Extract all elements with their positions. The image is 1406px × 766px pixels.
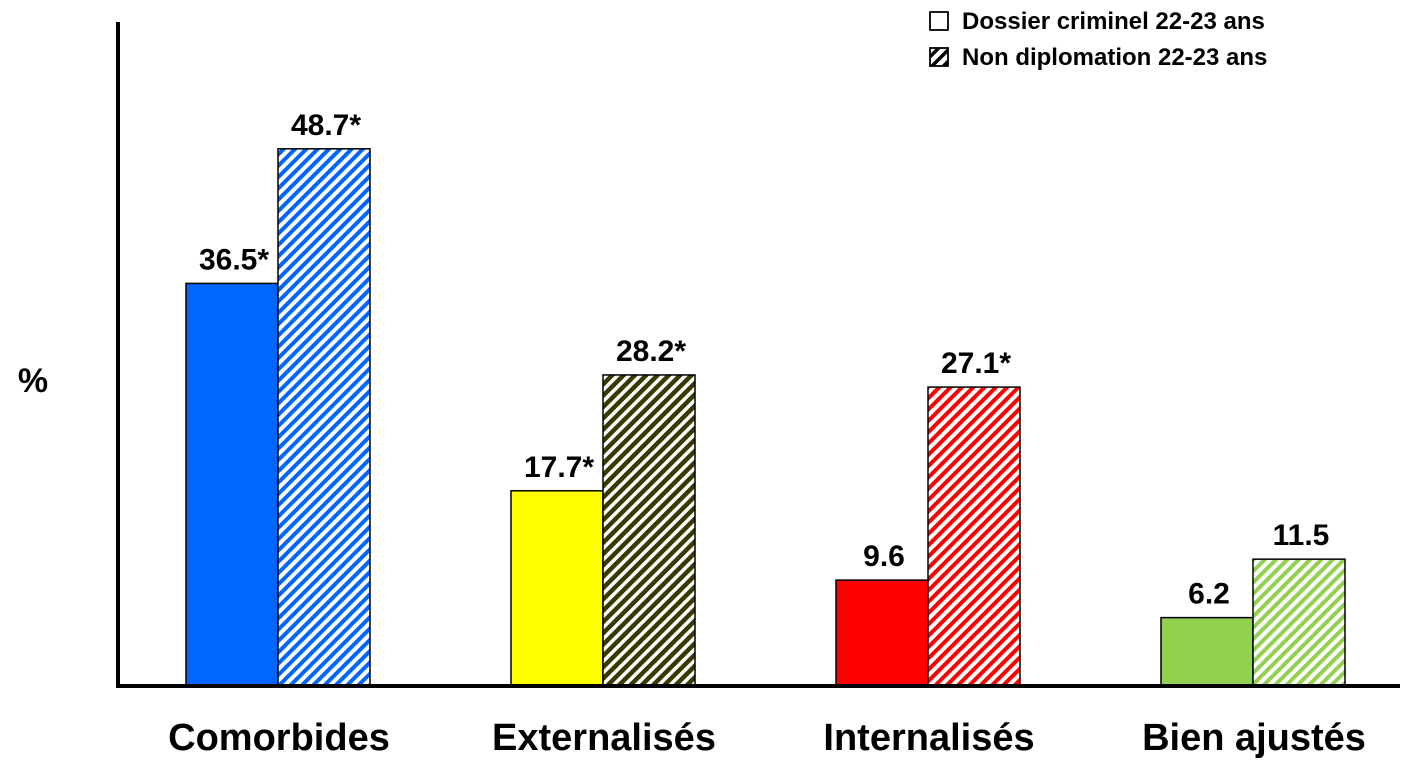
- legend-label: Dossier criminel 22-23 ans: [962, 8, 1265, 35]
- bar-dossier-criminel-3: [1160, 616, 1254, 687]
- data-label: 9.6: [863, 540, 905, 573]
- data-label: 6.2: [1188, 578, 1230, 611]
- legend-swatch-dossier-criminel: [929, 11, 949, 31]
- data-label: 36.5*: [199, 243, 269, 276]
- data-label: 17.7*: [524, 451, 594, 484]
- data-label: 48.7*: [291, 109, 361, 142]
- category-label: Comorbides: [168, 717, 390, 759]
- legend: Dossier criminel 22-23 ans Non diplomatio…: [929, 8, 1267, 71]
- bar-non-diplomation-1: [602, 374, 696, 687]
- data-label: 28.2*: [616, 335, 686, 368]
- legend-label: Non diplomation 22-23 ans: [962, 44, 1267, 71]
- category-label: Bien ajustés: [1142, 717, 1366, 759]
- legend-swatch-non-diplomation: [929, 47, 949, 67]
- bar-non-diplomation-0: [277, 148, 371, 687]
- bar-non-diplomation-2: [927, 386, 1021, 687]
- bar-dossier-criminel-0: [185, 282, 279, 687]
- bar-dossier-criminel-1: [510, 490, 604, 687]
- y-axis-label: %: [18, 362, 48, 400]
- bar-dossier-criminel-2: [835, 579, 929, 687]
- bar-non-diplomation-3: [1252, 558, 1346, 687]
- category-label: Internalisés: [823, 717, 1034, 759]
- category-label: Externalisés: [492, 717, 716, 759]
- data-label: 11.5: [1273, 519, 1330, 552]
- data-label: 27.1*: [941, 347, 1011, 380]
